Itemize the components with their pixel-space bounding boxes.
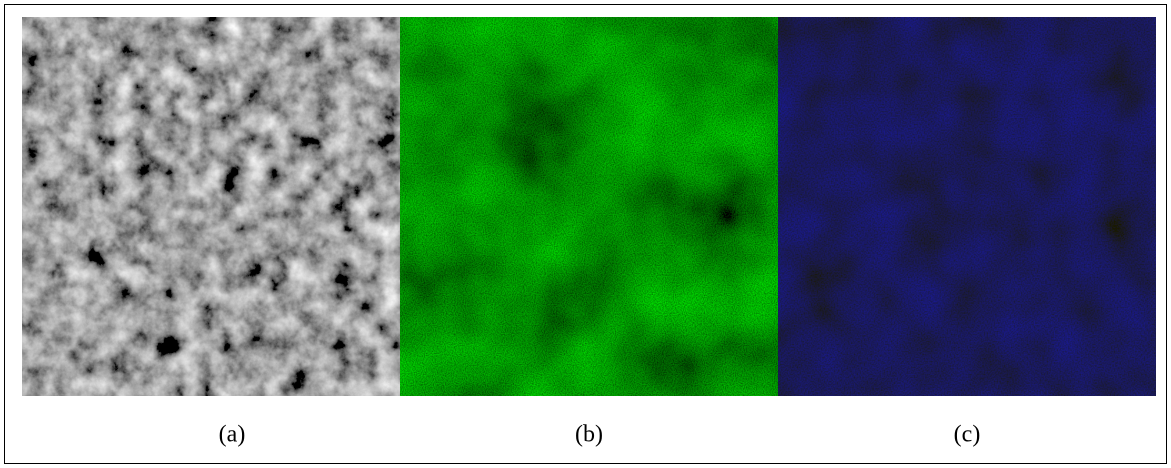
page: (a) (b) (c) (() => { const data = JSON.p… — [0, 0, 1171, 468]
panel-label: (c) — [954, 422, 981, 448]
figure: (a) (b) (c) — [0, 0, 1171, 468]
sem-image — [22, 17, 400, 396]
panel-label: (b) — [575, 422, 603, 448]
green-map — [400, 17, 778, 396]
blue-map — [778, 17, 1156, 396]
panel-label: (a) — [219, 422, 246, 448]
